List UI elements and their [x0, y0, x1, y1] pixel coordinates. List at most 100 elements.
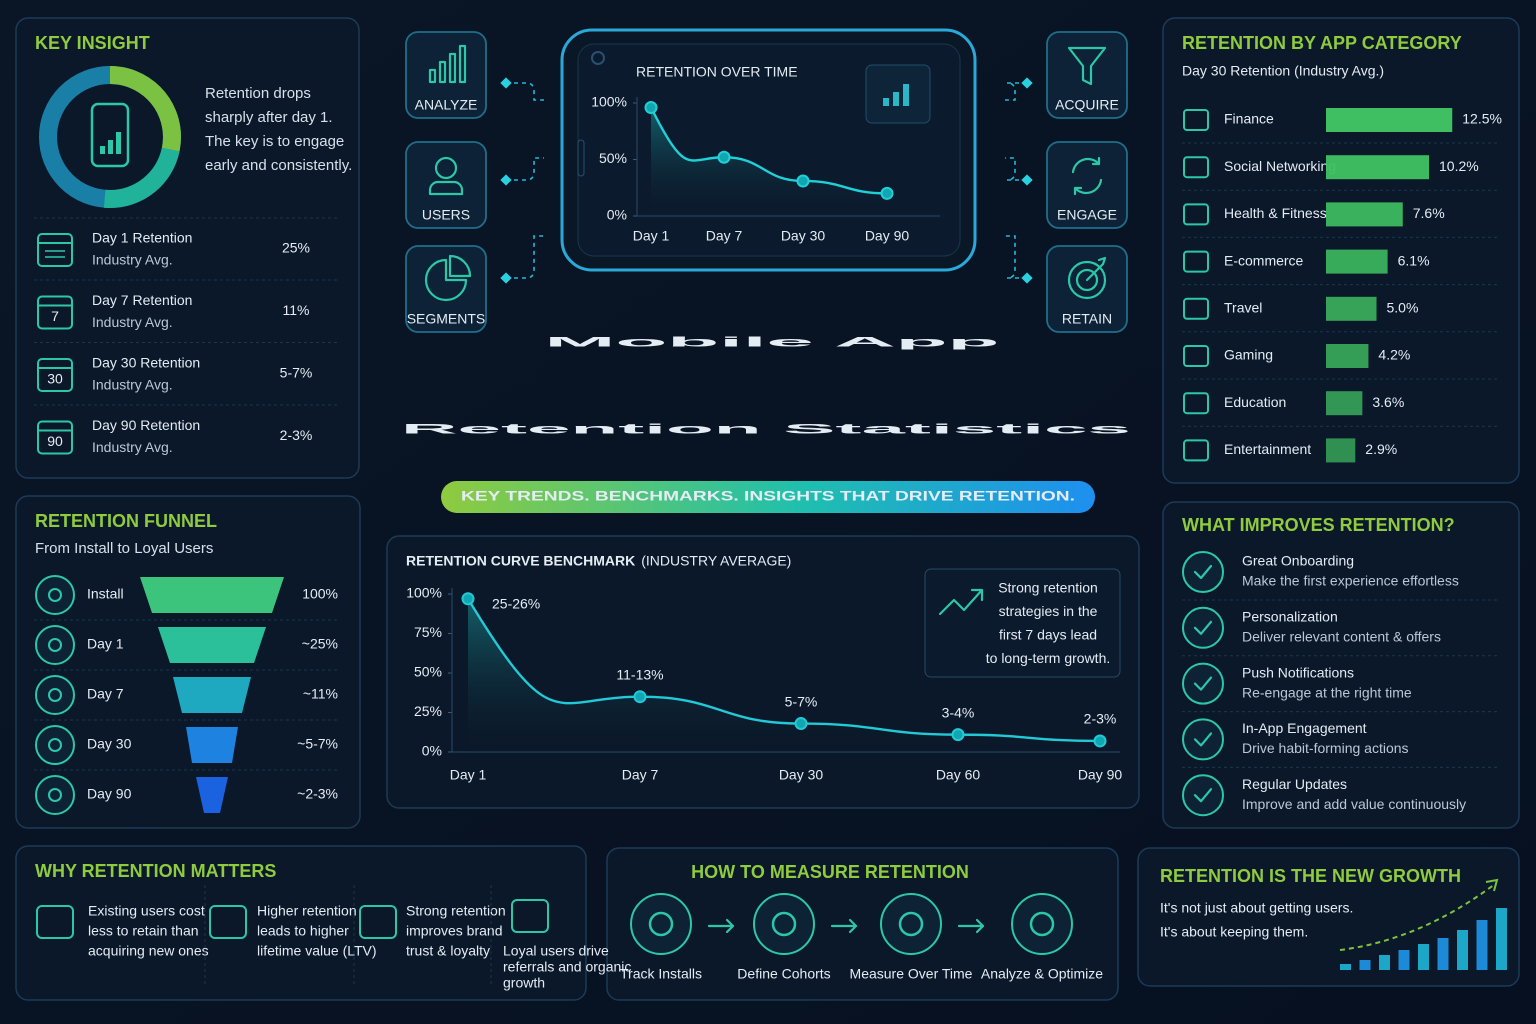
stat-value: 25% [282, 240, 310, 256]
x-tick-label: Day 1 [633, 228, 670, 244]
growth-text: It's about keeping them. [1160, 924, 1308, 940]
callout-text: Strong retention [998, 580, 1098, 596]
y-tick-label: 50% [599, 150, 627, 166]
x-tick-label: Day 60 [936, 767, 981, 783]
nav-icon [1067, 256, 1107, 300]
point [794, 717, 808, 731]
phone-icon-bar [100, 146, 105, 154]
step-icon-core [898, 911, 924, 937]
category-label: Social Networking [1224, 158, 1336, 174]
growth-bar [1457, 930, 1468, 970]
improve-icon [1182, 774, 1224, 817]
panel [15, 845, 587, 1001]
connector-dot [1021, 174, 1033, 186]
insight-text: sharply after day 1. [205, 109, 333, 126]
nav-label: RETAIN [1062, 311, 1112, 327]
point-annotation: 2-3% [1084, 711, 1117, 727]
bar [1326, 155, 1430, 180]
bar-value-label: 5.0% [1387, 300, 1419, 316]
improve-title: In-App Engagement [1242, 720, 1367, 736]
point [1093, 734, 1107, 748]
x-tick-label: Day 30 [781, 228, 826, 244]
stage-label: Day 7 [87, 686, 124, 702]
improve-title: Personalization [1242, 609, 1338, 625]
stage-label: Day 30 [87, 736, 132, 752]
category-label: Finance [1224, 111, 1274, 127]
growth-bar [1437, 938, 1449, 970]
y-tick-label: 25% [414, 703, 442, 719]
point [717, 150, 731, 164]
callout-text: first 7 days lead [999, 627, 1097, 643]
nav-icon [1071, 156, 1103, 196]
calendar-number: 30 [47, 371, 63, 387]
connector [506, 157, 544, 181]
step-icon [630, 893, 692, 955]
growth-arrowhead [1485, 878, 1499, 892]
nav-icon [428, 44, 467, 84]
donut-arc [39, 66, 181, 208]
step-arrow [957, 918, 985, 934]
x-tick-label: Day 90 [1078, 767, 1123, 783]
stage-icon-dot [48, 688, 62, 702]
bar [1326, 296, 1377, 321]
funnel-segment [158, 627, 266, 663]
section-title: KEY INSIGHT [35, 33, 150, 53]
stat-label: Day 1 Retention [92, 230, 192, 246]
point [633, 690, 647, 704]
category-label: Entertainment [1224, 441, 1311, 457]
bar-value-label: 2.9% [1365, 441, 1397, 457]
funnel-segment [173, 677, 251, 713]
step-label: Track Installs [620, 966, 702, 982]
improve-glyph [1193, 732, 1213, 747]
point [644, 101, 658, 115]
calendar-icon [37, 358, 73, 392]
why-text: less to retain than [88, 923, 199, 939]
connector [1005, 235, 1027, 279]
stat-value: 5-7% [280, 365, 313, 381]
nav-label: SEGMENTS [407, 311, 486, 327]
nav-label: ACQUIRE [1055, 97, 1119, 113]
point [880, 186, 894, 200]
bar [1326, 344, 1369, 368]
point-annotation: 11-13% [616, 666, 663, 682]
why-text: Loyal users drive [503, 943, 609, 959]
calendar-number: 7 [51, 308, 59, 324]
x-tick-label: Day 1 [450, 767, 487, 783]
stage-icon-dot [48, 788, 62, 802]
step-arrow [707, 918, 735, 934]
bar-value-label: 10.2% [1439, 158, 1479, 174]
improve-glyph [1193, 564, 1213, 580]
category-icon [1183, 439, 1209, 462]
why-icon [511, 899, 549, 933]
stage-value: ~2-3% [297, 786, 338, 802]
bar [1326, 438, 1356, 463]
nav-box [405, 141, 487, 229]
stage-icon [35, 575, 75, 615]
calendar-icon [37, 233, 73, 267]
panel [606, 847, 1119, 1001]
stat-value: 2-3% [280, 427, 313, 443]
step-arrow [830, 918, 858, 934]
title-line-1: Mobile App [545, 334, 1000, 350]
x-tick-label: Day 7 [706, 228, 743, 244]
growth-text: It's not just about getting users. [1160, 900, 1353, 916]
section-title: WHY RETENTION MATTERS [35, 861, 276, 881]
improve-icon [1182, 606, 1224, 649]
funnel-segment [196, 777, 228, 813]
why-icon [359, 905, 397, 939]
improve-icon [1182, 718, 1224, 761]
stage-value: 100% [302, 586, 338, 602]
category-icon [1183, 109, 1209, 131]
why-text: Existing users cost [88, 903, 205, 919]
why-text: Strong retention [406, 903, 506, 919]
category-icon [1183, 392, 1209, 415]
stat-sub: Industry Avg. [92, 252, 173, 268]
growth-bar [1340, 964, 1351, 970]
connector [1005, 82, 1027, 101]
growth-bar [1379, 955, 1390, 970]
stage-icon-dot [48, 638, 62, 652]
phone-button [577, 139, 585, 177]
section-subtitle: From Install to Loyal Users [35, 540, 213, 557]
step-label: Measure Over Time [850, 966, 973, 982]
